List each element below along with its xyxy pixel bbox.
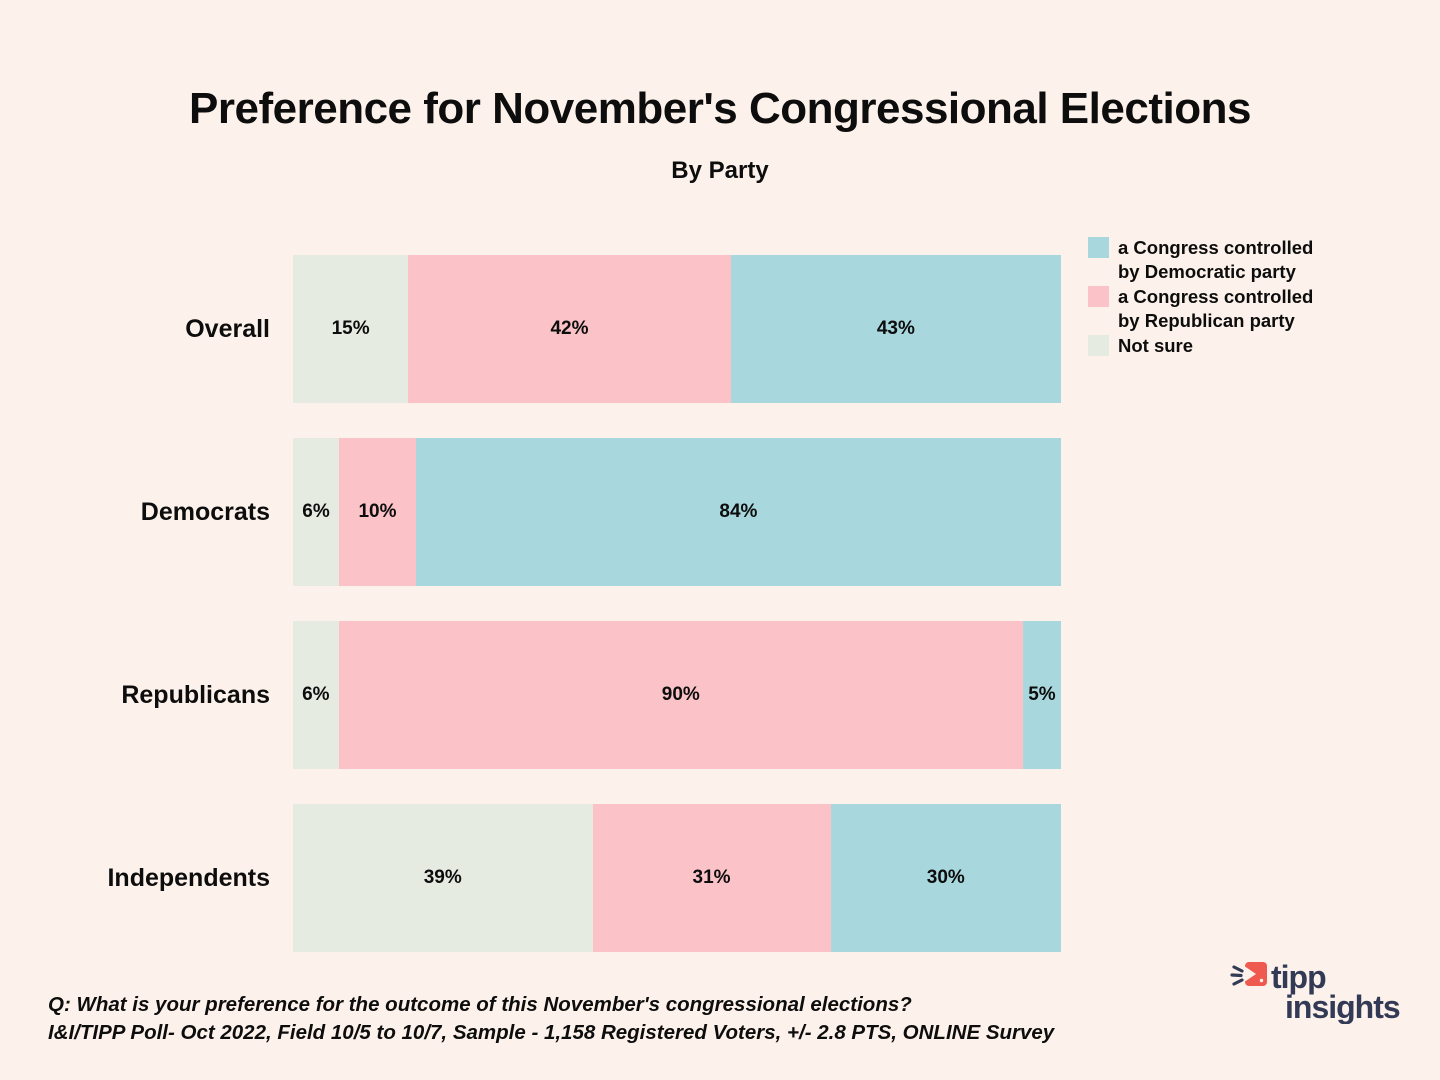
segment-value-label: 15% [331, 318, 370, 339]
stacked-bar: 6% 10% 84% [293, 438, 1061, 586]
bar-segment-democratic: 84% [415, 438, 1061, 586]
footnote: Q: What is your preference for the outco… [48, 991, 1054, 1046]
segment-value-label: 6% [302, 501, 330, 522]
segment-value-label: 84% [719, 501, 758, 522]
bar-row: Overall 15% 42% 43% [0, 255, 1061, 403]
survey-source: I&I/TIPP Poll- Oct 2022, Field 10/5 to 1… [48, 1020, 1055, 1044]
stacked-bar: 39% 31% 30% [293, 804, 1061, 952]
bar-segment-republican: 42% [408, 255, 731, 403]
category-label: Independents [107, 863, 270, 892]
stacked-bar: 15% 42% 43% [293, 255, 1061, 403]
bar-segment-not-sure: 6% [293, 621, 339, 769]
bar-segment-democratic: 5% [1022, 621, 1061, 769]
stacked-bar: 6% 90% 5% [293, 621, 1061, 769]
tipp-insights-logo: tipp insights [1230, 959, 1401, 1024]
bar-segment-democratic: 30% [830, 804, 1061, 952]
bar-rows: Overall 15% 42% 43% Democrats 6% 10% 84% Republi… [0, 255, 1061, 952]
logo-mark-icon [1230, 962, 1267, 986]
chart-subtitle: By Party [671, 157, 769, 184]
bar-row: Democrats 6% 10% 84% [0, 438, 1061, 586]
bar-segment-democratic: 43% [730, 255, 1061, 403]
bar-row: Republicans 6% 90% 5% [0, 621, 1061, 769]
legend-item-republican: a Congress controlled by Republican part… [1088, 285, 1418, 332]
legend-item-not-sure: Not sure [1088, 334, 1418, 358]
legend-label: Not sure [1118, 335, 1194, 356]
bar-segment-republican: 10% [339, 438, 416, 586]
segment-value-label: 30% [926, 867, 965, 888]
segment-value-label: 6% [302, 684, 330, 705]
segment-value-label: 42% [550, 318, 589, 339]
legend-label: a Congress controlled by Republican part… [1118, 286, 1314, 331]
legend-item-democratic: a Congress controlled by Democratic part… [1088, 236, 1418, 283]
logo-text-tipp: tipp [1271, 959, 1326, 995]
chart-title: Preference for November's Congressional … [189, 84, 1251, 133]
legend: a Congress controlled by Democratic part… [1088, 236, 1418, 360]
segment-value-label: 90% [661, 684, 700, 705]
segment-value-label: 10% [358, 501, 397, 522]
bar-segment-not-sure: 6% [293, 438, 340, 586]
legend-swatch-democratic [1088, 237, 1109, 258]
segment-value-label: 5% [1028, 684, 1056, 705]
legend-swatch-republican [1088, 286, 1109, 307]
stacked-bar-chart: Overall 15% 42% 43% Democrats 6% 10% 84% Republi… [0, 255, 1061, 952]
segment-value-label: 39% [423, 867, 462, 888]
category-label: Overall [185, 314, 270, 343]
legend-label: a Congress controlled by Democratic part… [1118, 237, 1314, 282]
segment-value-label: 31% [692, 867, 731, 888]
bar-segment-republican: 90% [338, 621, 1023, 769]
category-label: Republicans [121, 680, 270, 709]
bar-segment-not-sure: 15% [293, 255, 409, 403]
logo-text-insights: insights [1285, 989, 1400, 1024]
bar-row: Independents 39% 31% 30% [0, 804, 1061, 952]
category-label: Democrats [140, 497, 270, 526]
bar-segment-not-sure: 39% [293, 804, 593, 952]
survey-question: Q: What is your preference for the outco… [48, 993, 912, 1016]
legend-swatch-not-sure [1088, 335, 1109, 356]
segment-value-label: 43% [876, 318, 915, 339]
bar-segment-republican: 31% [592, 804, 831, 952]
